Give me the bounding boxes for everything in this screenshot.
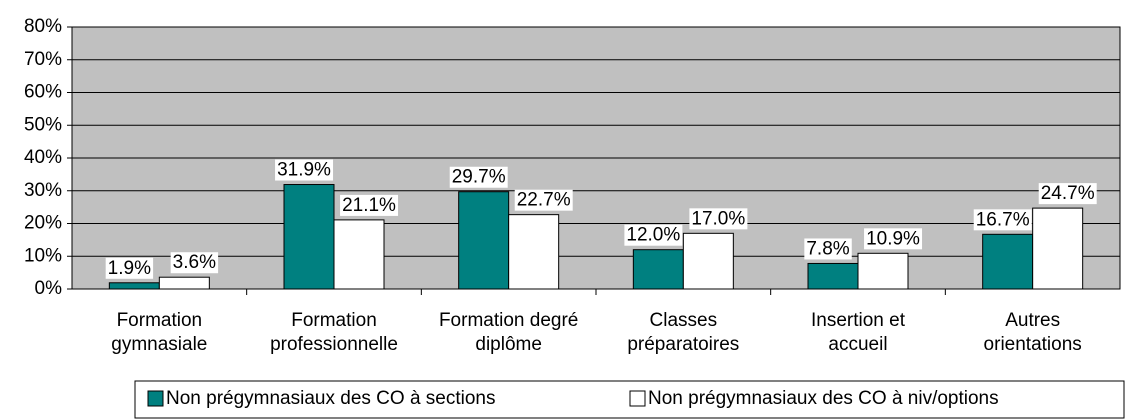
- x-tick-label-line: diplôme: [475, 334, 542, 355]
- data-label-bg: [689, 208, 748, 230]
- data-label: 24.7%: [1041, 183, 1095, 204]
- data-label: 1.9%: [108, 258, 151, 279]
- legend-swatch: [629, 390, 646, 407]
- x-tick-label-line: préparatoires: [627, 334, 739, 355]
- data-label: 21.1%: [342, 195, 396, 216]
- y-tick-label: 20%: [24, 213, 62, 234]
- data-label-group: 10.9%: [864, 228, 923, 250]
- data-label-bg: [340, 194, 399, 216]
- bar: [1032, 207, 1084, 290]
- data-label-group: 22.7%: [514, 189, 573, 211]
- data-label-group: 31.9%: [275, 159, 334, 181]
- x-tick-label-line: Formation: [117, 310, 203, 331]
- legend-box: [134, 380, 1125, 419]
- bar: [632, 249, 684, 290]
- x-tick-label-line: Classes: [650, 310, 718, 331]
- data-label-group: 24.7%: [1038, 183, 1097, 205]
- y-tick-label: 60%: [24, 82, 62, 103]
- y-tick-label: 30%: [24, 180, 62, 201]
- data-label-bg: [170, 252, 219, 274]
- data-label-bg: [105, 257, 154, 279]
- data-label: 7.8%: [806, 238, 849, 259]
- data-label: 17.0%: [691, 208, 745, 229]
- bar: [982, 233, 1034, 290]
- data-label: 16.7%: [976, 209, 1030, 230]
- x-tick-label: Autres orientations: [984, 310, 1082, 355]
- data-label-bg: [275, 159, 334, 181]
- x-tick-label: Formation professionnelle: [270, 310, 398, 355]
- data-label-group: 16.7%: [973, 209, 1032, 231]
- y-tick-label: 40%: [24, 147, 62, 168]
- bar: [458, 191, 510, 290]
- y-tick-label: 70%: [24, 49, 62, 70]
- bar: [108, 282, 160, 290]
- x-tick-label-line: orientations: [984, 334, 1082, 355]
- x-tick-label-line: accueil: [828, 334, 887, 355]
- data-label-group: 17.0%: [689, 208, 748, 230]
- x-tick-label: Formation degré diplôme: [439, 310, 578, 355]
- bar: [682, 232, 734, 290]
- bar: [508, 214, 560, 290]
- data-label: 12.0%: [626, 225, 680, 246]
- data-label-group: 1.9%: [105, 257, 154, 279]
- x-tick-label: Classes préparatoires: [627, 310, 739, 355]
- y-tick-label: 50%: [24, 114, 62, 135]
- legend-label: Non prégymnasiaux des CO à niv/options: [648, 388, 999, 409]
- data-label: 22.7%: [517, 190, 571, 211]
- bar: [857, 252, 909, 290]
- data-label-group: 21.1%: [340, 194, 399, 216]
- y-tick-label: 10%: [24, 245, 62, 266]
- x-tick-label-line: Formation: [291, 310, 377, 331]
- x-tick-label-line: Autres: [1005, 310, 1060, 331]
- bar: [283, 184, 335, 290]
- data-label-bg: [624, 224, 683, 246]
- legend-swatch: [147, 390, 164, 407]
- data-label-bg: [864, 228, 923, 250]
- data-label: 3.6%: [173, 252, 216, 273]
- x-tick-label-line: gymnasiale: [111, 334, 207, 355]
- bar: [333, 219, 385, 290]
- bar: [807, 262, 859, 290]
- legend-label: Non prégymnasiaux des CO à sections: [166, 388, 496, 409]
- x-tick-label-line: Formation degré: [439, 310, 578, 331]
- data-label-group: 3.6%: [170, 252, 219, 274]
- data-label-bg: [973, 209, 1032, 231]
- data-label-group: 29.7%: [449, 166, 508, 188]
- data-label-group: 12.0%: [624, 224, 683, 246]
- data-label-bg: [449, 166, 508, 188]
- data-label-bg: [514, 189, 573, 211]
- bar: [158, 276, 210, 290]
- data-label: 10.9%: [866, 228, 920, 249]
- data-label-bg: [1038, 183, 1097, 205]
- data-label: 31.9%: [277, 160, 331, 181]
- x-tick-label: Formation gymnasiale: [111, 310, 207, 355]
- data-label: 29.7%: [452, 167, 506, 188]
- y-tick-label: 0%: [35, 278, 63, 299]
- data-label-group: 7.8%: [804, 238, 852, 260]
- data-label-bg: [804, 238, 852, 260]
- x-tick-label: Insertion et accueil: [811, 310, 906, 355]
- x-tick-label-line: Insertion et: [811, 310, 906, 331]
- x-tick-label-line: professionnelle: [270, 334, 398, 355]
- y-tick-label: 80%: [24, 16, 62, 37]
